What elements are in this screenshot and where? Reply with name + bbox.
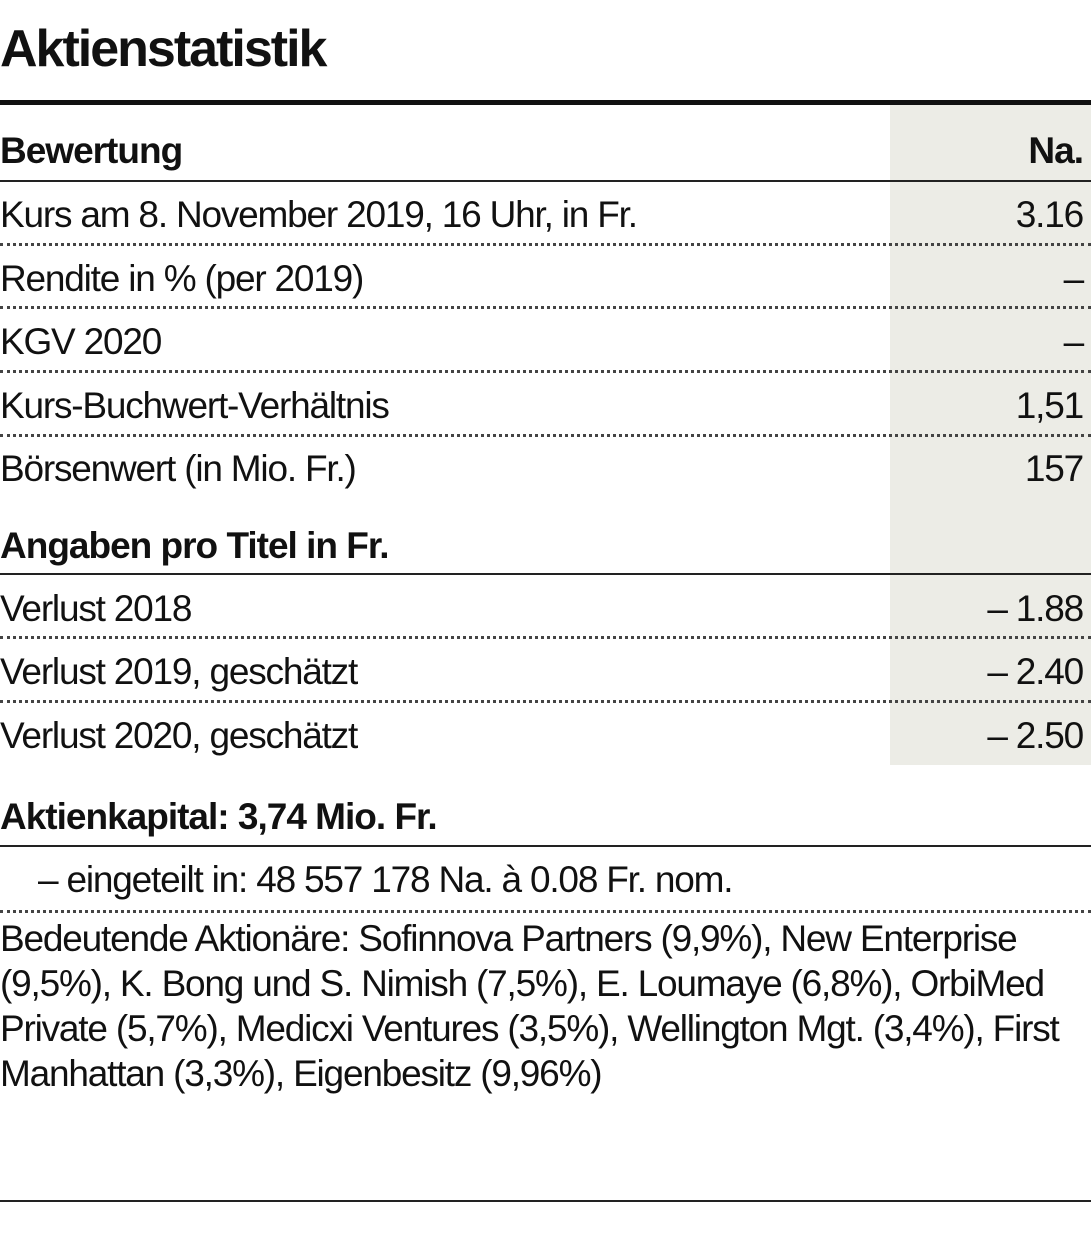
row-divider <box>0 434 1091 437</box>
section-divider <box>0 573 1091 575</box>
title-rule <box>0 100 1091 105</box>
row-divider <box>0 636 1091 639</box>
row-label: KGV 2020 <box>0 321 162 362</box>
row-label: Kurs am 8. November 2019, 16 Uhr, in Fr. <box>0 194 638 235</box>
row-divider <box>0 700 1091 703</box>
table-row: KGV 2020 – <box>0 311 1091 375</box>
table-row: Verlust 2018 – 1.88 <box>0 578 1091 642</box>
row-value: 157 <box>1024 448 1084 489</box>
row-label: Verlust 2018 <box>0 588 193 629</box>
table-row: Verlust 2020, geschätzt – 2.50 <box>0 705 1091 769</box>
valuation-header-row: Bewertung Na. <box>0 120 1091 184</box>
shareholders-text: Bedeutende Aktionäre: Sofinnova Partners… <box>0 918 1060 1094</box>
row-label: Börsenwert (in Mio. Fr.) <box>0 448 357 489</box>
row-label: Verlust 2020, geschätzt <box>0 715 358 756</box>
row-divider <box>0 370 1091 373</box>
valuation-heading: Bewertung <box>0 130 183 171</box>
column-heading: Na. <box>1028 130 1084 171</box>
row-divider <box>0 910 1091 913</box>
capital-heading: Aktienkapital: 3,74 Mio. Fr. <box>0 796 438 837</box>
share-division-text: – eingeteilt in: 48 557 178 Na. à 0.08 F… <box>38 859 734 900</box>
per-share-heading: Angaben pro Titel in Fr. <box>0 525 390 566</box>
table-row: Verlust 2019, geschätzt – 2.40 <box>0 641 1091 705</box>
row-value: – 2.50 <box>987 715 1084 756</box>
row-value: – 2.40 <box>987 651 1084 692</box>
page-title: Aktienstatistik <box>0 20 327 78</box>
section-divider <box>0 845 1091 847</box>
row-label: Rendite in % (per 2019) <box>0 258 364 299</box>
row-value: – <box>1063 321 1085 362</box>
header-divider <box>0 180 1091 182</box>
row-value: – 1.88 <box>987 588 1084 629</box>
row-value: – <box>1063 258 1085 299</box>
table-row: Kurs-Buchwert-Verhältnis 1,51 <box>0 375 1091 439</box>
row-value: 3.16 <box>1015 194 1084 235</box>
table-row: Börsenwert (in Mio. Fr.) 157 <box>0 438 1091 502</box>
row-label: Kurs-Buchwert-Verhältnis <box>0 385 390 426</box>
row-value: 1,51 <box>1015 385 1084 426</box>
table-row: Kurs am 8. November 2019, 16 Uhr, in Fr.… <box>0 184 1091 248</box>
table-row: Rendite in % (per 2019) – <box>0 248 1091 312</box>
row-label: Verlust 2019, geschätzt <box>0 651 358 692</box>
row-divider <box>0 306 1091 309</box>
row-divider <box>0 243 1091 246</box>
bottom-rule <box>0 1200 1091 1202</box>
